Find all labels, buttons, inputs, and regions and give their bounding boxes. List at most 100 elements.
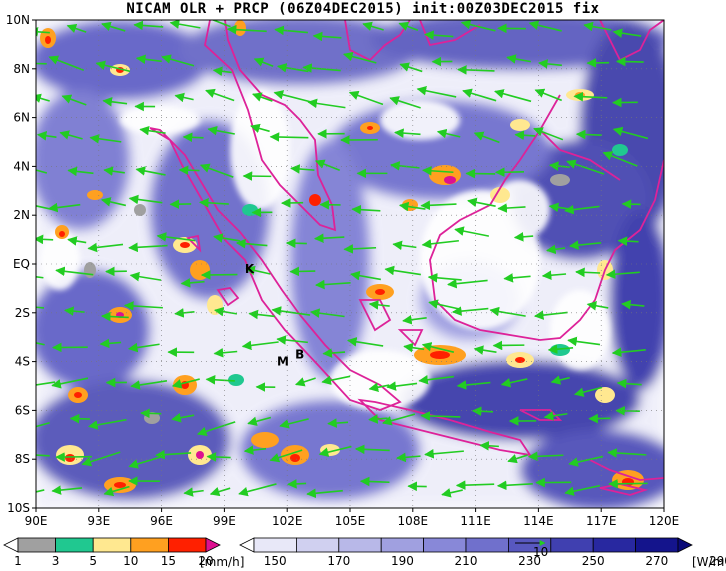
wind-arrow <box>537 59 562 69</box>
wind-arrow <box>621 299 645 310</box>
wind-arrow <box>456 380 491 390</box>
wind-arrow <box>279 418 309 429</box>
wind-arrow <box>103 485 130 497</box>
legend-label: 1 <box>14 554 22 568</box>
wind-arrow <box>59 130 83 140</box>
wind-arrow <box>566 159 605 175</box>
wind-arrow <box>321 375 351 385</box>
wind-arrow <box>416 86 457 98</box>
wind-arrow <box>271 306 311 316</box>
olr-legend-unit: [W/m^2] <box>692 555 726 569</box>
wind-arrow <box>55 266 94 277</box>
wind-arrow <box>128 242 168 253</box>
reference-vector: 10 <box>515 540 548 559</box>
lat-tick-labels: 10N 8N 6N 4N 2N EQ 2S 4S 6S 8S 10S <box>6 13 36 515</box>
wind-arrow <box>462 88 497 102</box>
lon-tick-label: 114E <box>523 514 554 528</box>
legend-label: 15 <box>161 554 176 568</box>
wind-arrow <box>69 413 90 424</box>
wind-arrow <box>276 335 308 345</box>
wind-arrow <box>402 314 427 325</box>
wind-arrow <box>36 27 50 37</box>
legend-swatch <box>592 537 637 553</box>
wind-arrow <box>287 479 307 489</box>
legend-label: 5 <box>89 554 97 568</box>
wind-arrow <box>178 165 200 175</box>
wind-arrow <box>123 301 163 311</box>
reference-vector-label: 10 <box>533 545 548 559</box>
wind-arrow <box>455 480 495 490</box>
wind-arrow <box>36 342 45 346</box>
wind-arrow <box>36 276 44 279</box>
wind-arrow <box>269 449 303 463</box>
wind-arrow <box>273 90 312 103</box>
wind-arrow <box>313 233 345 244</box>
wind-arrow <box>36 454 50 457</box>
wind-arrow <box>161 54 195 67</box>
wind-arrow <box>81 451 121 467</box>
legend-label: 10 <box>123 554 138 568</box>
wind-arrow <box>48 55 85 71</box>
wind-arrow <box>128 456 161 469</box>
lon-tick-label: 90E <box>25 514 48 528</box>
wind-arrow <box>506 54 532 64</box>
wind-arrow <box>171 413 195 423</box>
wind-arrow <box>198 198 229 208</box>
wind-arrow <box>36 489 45 493</box>
wind-arrow <box>546 244 566 255</box>
wind-arrow <box>473 345 497 355</box>
wind-arrow <box>343 244 377 254</box>
wind-arrow <box>441 488 463 498</box>
wind-arrow <box>567 336 601 347</box>
lat-tick-label: EQ <box>13 257 30 271</box>
wind-arrow <box>306 488 343 499</box>
lat-tick-label: 2N <box>13 208 30 222</box>
wind-arrow <box>605 269 640 279</box>
lat-tick-label: 8S <box>15 452 30 466</box>
wind-arrow <box>615 406 640 416</box>
wind-arrow <box>135 54 162 65</box>
legend-swatch <box>205 537 221 553</box>
wind-arrow <box>617 236 639 246</box>
lon-tick-label: 99E <box>213 514 236 528</box>
wind-arrow <box>51 485 83 495</box>
wind-arrow <box>36 165 48 175</box>
wind-arrow <box>318 445 352 457</box>
wind-arrow <box>399 62 423 73</box>
wind-arrow <box>245 265 271 276</box>
wind-arrow <box>100 197 127 207</box>
wind-arrow <box>586 301 609 311</box>
wind-arrow <box>568 240 602 250</box>
wind-arrow <box>63 306 85 316</box>
wind-arrow <box>129 271 162 282</box>
wind-arrow <box>543 411 568 421</box>
wind-arrow <box>568 455 604 467</box>
place-labels: K MB <box>245 262 304 369</box>
wind-arrow <box>420 411 461 421</box>
wind-arrow <box>359 476 390 487</box>
lat-tick-label: 6S <box>15 403 30 417</box>
legend-swatch <box>380 537 425 553</box>
wind-arrow <box>611 347 646 357</box>
wind-arrow <box>51 377 89 389</box>
wind-arrow <box>418 375 455 385</box>
wind-arrow <box>103 166 125 176</box>
wind-arrow <box>507 454 528 464</box>
wind-arrow <box>322 348 346 358</box>
legend-swatch <box>338 537 382 553</box>
wind-arrow <box>421 239 459 249</box>
wind-arrow <box>362 21 384 31</box>
legend-swatch <box>3 537 19 553</box>
legend-swatch <box>295 537 340 553</box>
wind-arrow <box>169 20 201 29</box>
wind-arrow <box>66 23 87 34</box>
legend-swatch <box>423 537 467 553</box>
olr-legend: 150 170 190 210 230 250 270 290 <box>239 537 726 568</box>
wind-arrow <box>238 483 277 497</box>
wind-arrow <box>206 452 231 462</box>
lon-tick-label: 102E <box>272 514 303 528</box>
wind-arrow <box>421 342 455 353</box>
wind-arrow <box>528 20 562 32</box>
wind-arrow <box>269 132 309 142</box>
legend-swatch <box>253 537 297 553</box>
